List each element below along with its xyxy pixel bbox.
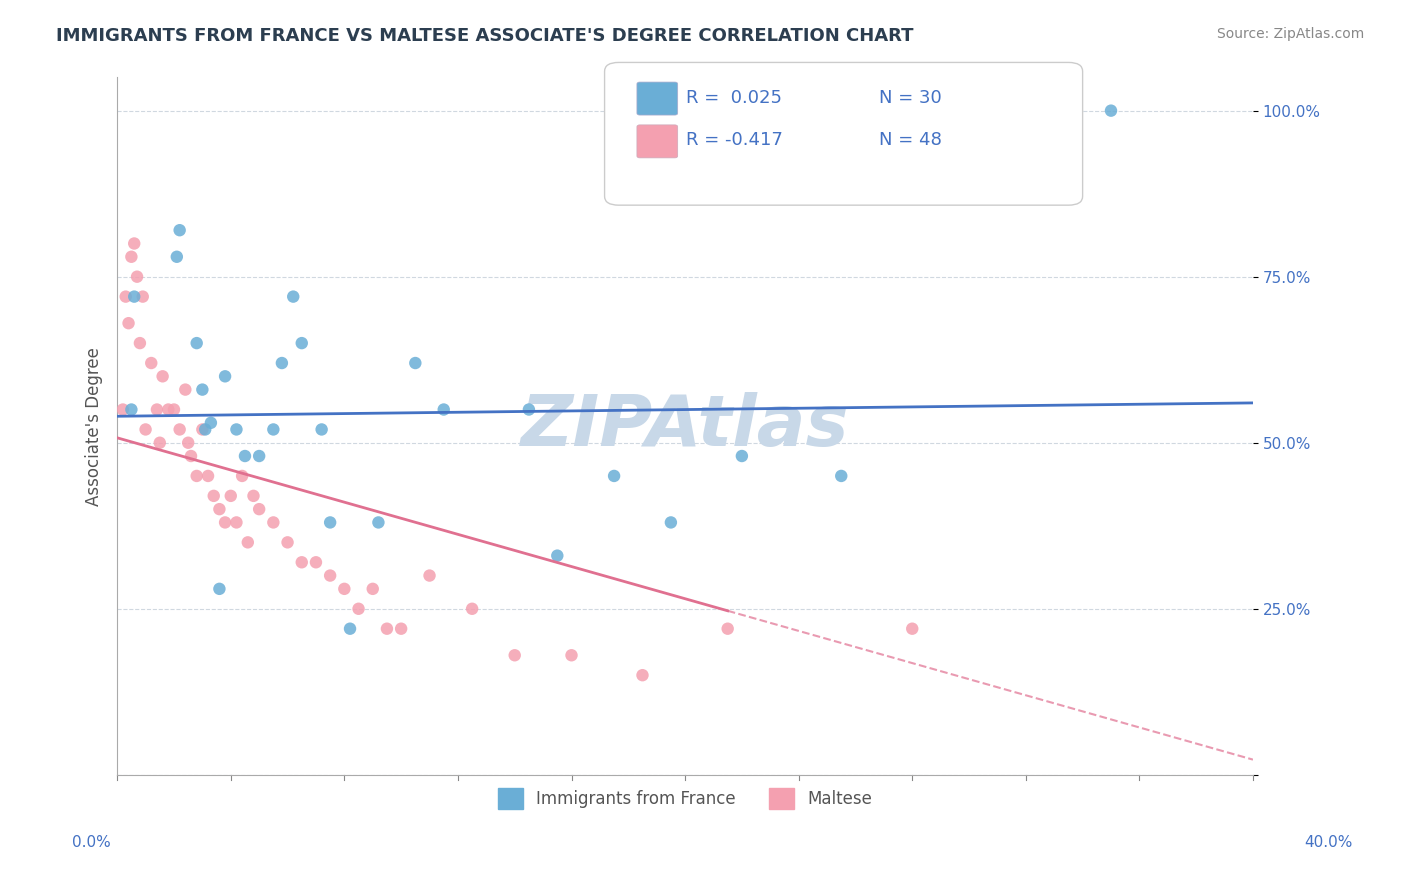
Point	[225, 422, 247, 436]
Point	[517, 402, 540, 417]
Point	[208, 582, 231, 596]
Point	[433, 402, 456, 417]
Point	[111, 402, 134, 417]
Point	[503, 648, 526, 663]
Text: 40.0%: 40.0%	[1305, 836, 1353, 850]
Y-axis label: Associate's Degree: Associate's Degree	[86, 347, 103, 506]
Point	[225, 516, 247, 530]
Point	[319, 516, 342, 530]
Point	[146, 402, 169, 417]
Point	[731, 449, 754, 463]
Text: ZIPAtlas: ZIPAtlas	[520, 392, 849, 460]
Point	[347, 601, 370, 615]
Point	[135, 422, 157, 436]
Point	[361, 582, 384, 596]
Point	[200, 416, 222, 430]
Point	[219, 489, 242, 503]
Point	[214, 516, 236, 530]
Point	[125, 269, 148, 284]
Point	[202, 489, 225, 503]
Point	[404, 356, 426, 370]
Point	[208, 502, 231, 516]
Point	[152, 369, 174, 384]
Point	[186, 469, 208, 483]
Point	[291, 336, 314, 351]
Point	[132, 290, 155, 304]
Point	[367, 516, 389, 530]
Point	[122, 290, 145, 304]
Point	[375, 622, 398, 636]
Point	[270, 356, 292, 370]
Point	[242, 489, 264, 503]
Point	[157, 402, 180, 417]
Point	[311, 422, 333, 436]
Text: R =  0.025: R = 0.025	[686, 89, 782, 107]
Point	[120, 402, 142, 417]
Point	[247, 502, 270, 516]
Point	[659, 516, 682, 530]
Text: R = -0.417: R = -0.417	[686, 131, 783, 149]
Point	[166, 250, 188, 264]
Point	[339, 622, 361, 636]
Point	[901, 622, 924, 636]
Point	[120, 250, 142, 264]
Point	[603, 469, 626, 483]
Point	[174, 383, 197, 397]
Point	[141, 356, 163, 370]
Point	[262, 516, 284, 530]
Point	[291, 555, 314, 569]
Point	[262, 422, 284, 436]
Point	[149, 435, 172, 450]
Text: 0.0%: 0.0%	[72, 836, 111, 850]
Point	[277, 535, 299, 549]
Point	[333, 582, 356, 596]
Point	[129, 336, 152, 351]
Legend: Immigrants from France, Maltese: Immigrants from France, Maltese	[491, 781, 879, 815]
Point	[233, 449, 256, 463]
Point	[560, 648, 582, 663]
Point	[180, 449, 202, 463]
Point	[191, 422, 214, 436]
Text: N = 48: N = 48	[879, 131, 942, 149]
Point	[830, 469, 852, 483]
Point	[177, 435, 200, 450]
Text: N = 30: N = 30	[879, 89, 942, 107]
Point	[197, 469, 219, 483]
Point	[389, 622, 412, 636]
Point	[236, 535, 259, 549]
Point	[247, 449, 270, 463]
Text: IMMIGRANTS FROM FRANCE VS MALTESE ASSOCIATE'S DEGREE CORRELATION CHART: IMMIGRANTS FROM FRANCE VS MALTESE ASSOCI…	[56, 27, 914, 45]
Point	[169, 223, 191, 237]
Point	[169, 422, 191, 436]
Point	[214, 369, 236, 384]
Point	[122, 236, 145, 251]
Point	[1099, 103, 1122, 118]
Point	[305, 555, 328, 569]
Point	[163, 402, 186, 417]
Point	[319, 568, 342, 582]
Point	[114, 290, 136, 304]
Point	[546, 549, 568, 563]
Point	[283, 290, 305, 304]
Point	[461, 601, 484, 615]
Point	[418, 568, 440, 582]
Point	[117, 316, 139, 330]
Point	[717, 622, 740, 636]
Point	[231, 469, 253, 483]
Point	[191, 383, 214, 397]
Text: Source: ZipAtlas.com: Source: ZipAtlas.com	[1216, 27, 1364, 41]
Point	[631, 668, 654, 682]
Point	[194, 422, 217, 436]
Point	[186, 336, 208, 351]
